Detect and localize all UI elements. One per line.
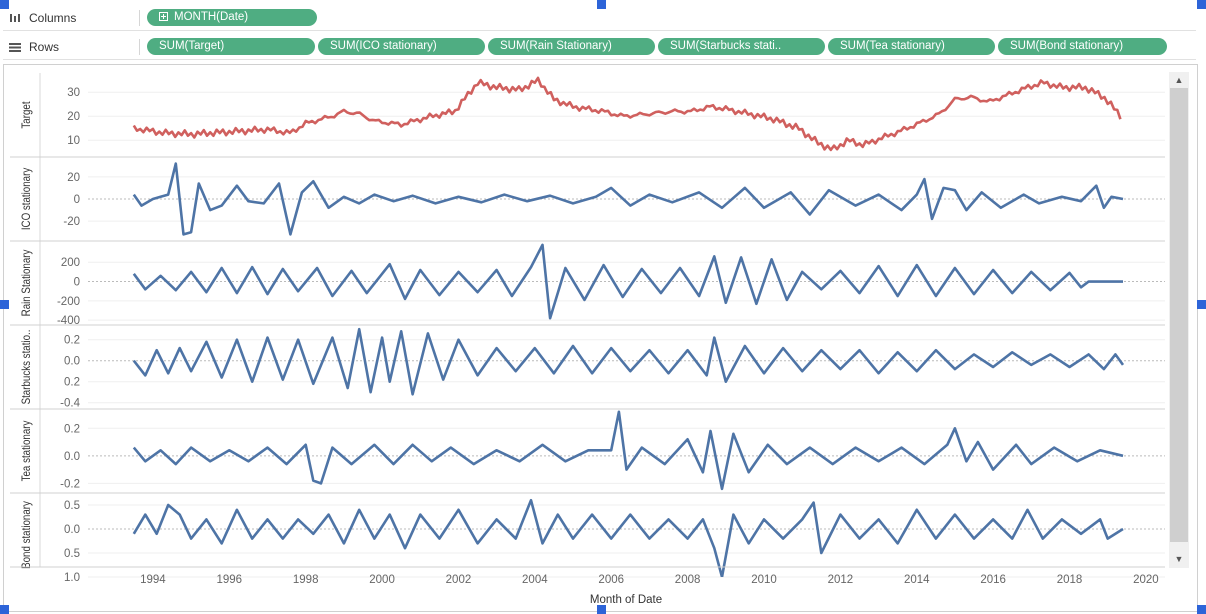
ico-stationary-tick-label: -20	[63, 216, 80, 228]
columns-shelf[interactable]: Columns MONTH(Date)	[3, 6, 1196, 31]
pill-month-date-label: MONTH(Date)	[174, 11, 249, 23]
pill-sum-starbucks-stationary[interactable]: SUM(Starbucks stati..	[658, 38, 825, 55]
x-tick-label: 2016	[980, 574, 1006, 586]
ico-stationary-tick-label: 20	[67, 172, 80, 184]
starbucks-stationary-axis-title: Starbucks statio..	[20, 330, 33, 405]
x-axis-title: Month of Date	[590, 594, 662, 606]
bond-stationary-axis-title: Bond stationary	[20, 500, 33, 568]
resize-handle-right[interactable]	[1197, 300, 1206, 309]
columns-pills: MONTH(Date)	[147, 9, 317, 26]
target-tick-label: 10	[67, 135, 80, 147]
rain-stationary-tick-label: -400	[57, 315, 80, 327]
expand-plus-icon[interactable]	[159, 12, 168, 21]
pill-sum-target[interactable]: SUM(Target)	[147, 38, 315, 55]
ico-stationary-axis-title: ICO stationary	[20, 167, 33, 230]
resize-handle-left[interactable]	[0, 300, 9, 309]
ico-stationary-tick-label: 0	[74, 194, 80, 206]
resize-handle-bottom-right[interactable]	[1197, 605, 1206, 614]
bond-stationary-tick-label: 0.5	[64, 500, 80, 512]
columns-shelf-label: Columns	[9, 10, 140, 26]
rain-stationary-tick-label: 0	[74, 277, 80, 289]
tea-stationary-series-line	[132, 410, 1124, 491]
scroll-down-icon[interactable]: ▼	[1174, 554, 1184, 564]
tea-stationary-tick-label: -0.2	[60, 478, 80, 490]
starbucks-stationary-tick-label: 0.0	[64, 356, 80, 368]
starbucks-stationary-tick-label: 0.2	[64, 335, 80, 347]
x-tick-label: 1998	[293, 574, 319, 586]
rain-stationary-tick-label: 200	[61, 257, 80, 269]
x-tick-label: 2006	[598, 574, 624, 586]
rain-stationary-axis-title: Rain Stationary	[20, 249, 33, 316]
x-tick-label: 2004	[522, 574, 548, 586]
bond-stationary-tick-label: 0.5	[64, 548, 80, 560]
rows-shelf[interactable]: Rows SUM(Target) SUM(ICO stationary) SUM…	[3, 35, 1196, 60]
rain-stationary-tick-label: -200	[57, 296, 80, 308]
starbucks-stationary-tick-label: -0.4	[60, 398, 80, 410]
x-tick-label: 2012	[828, 574, 854, 586]
pill-month-date[interactable]: MONTH(Date)	[147, 9, 317, 26]
pill-sum-tea-stationary[interactable]: SUM(Tea stationary)	[828, 38, 995, 55]
scrollbar-thumb[interactable]	[1170, 88, 1188, 542]
target-tick-label: 20	[67, 111, 80, 123]
x-tick-label: 2010	[751, 574, 777, 586]
columns-label: Columns	[29, 11, 77, 25]
resize-handle-top-right[interactable]	[1197, 0, 1206, 9]
tea-stationary-axis-title: Tea stationary	[20, 420, 33, 481]
x-tick-label: 1996	[217, 574, 243, 586]
resize-handle-bottom[interactable]	[597, 605, 606, 614]
x-tick-label: 1994	[140, 574, 166, 586]
x-tick-label: 2018	[1057, 574, 1083, 586]
target-series-line	[132, 76, 1122, 152]
x-tick-label: 2008	[675, 574, 701, 586]
x-tick-label: 2014	[904, 574, 930, 586]
columns-icon	[10, 14, 20, 22]
target-tick-label: 30	[67, 87, 80, 99]
ico-stationary-series-line	[132, 162, 1124, 236]
bond-stationary-tick-label: 1.0	[64, 572, 80, 584]
pill-sum-ico-stationary[interactable]: SUM(ICO stationary)	[318, 38, 485, 55]
rows-pills: SUM(Target) SUM(ICO stationary) SUM(Rain…	[147, 38, 1167, 55]
pill-sum-rain-stationary[interactable]: SUM(Rain Stationary)	[488, 38, 655, 55]
x-tick-label: 2000	[369, 574, 395, 586]
scroll-up-icon[interactable]: ▲	[1174, 75, 1184, 85]
rows-shelf-label: Rows	[9, 39, 140, 55]
rows-label: Rows	[29, 40, 60, 54]
resize-handle-top[interactable]	[597, 0, 606, 9]
starbucks-stationary-series-line	[132, 327, 1125, 396]
rain-stationary-series-line	[132, 243, 1123, 320]
x-tick-label: 2002	[446, 574, 472, 586]
rows-icon	[9, 43, 21, 52]
tea-stationary-tick-label: 0.2	[64, 423, 80, 435]
resize-handle-bottom-left[interactable]	[0, 605, 9, 614]
pill-sum-bond-stationary[interactable]: SUM(Bond stationary)	[998, 38, 1167, 55]
bond-stationary-tick-label: 0.0	[64, 524, 80, 536]
tea-stationary-tick-label: 0.0	[64, 451, 80, 463]
bond-stationary-series-line	[132, 498, 1124, 577]
starbucks-stationary-tick-label: 0.2	[64, 377, 80, 389]
target-axis-title: Target	[20, 101, 33, 128]
resize-handle-top-left[interactable]	[0, 0, 9, 9]
x-tick-label: 2020	[1133, 574, 1159, 586]
